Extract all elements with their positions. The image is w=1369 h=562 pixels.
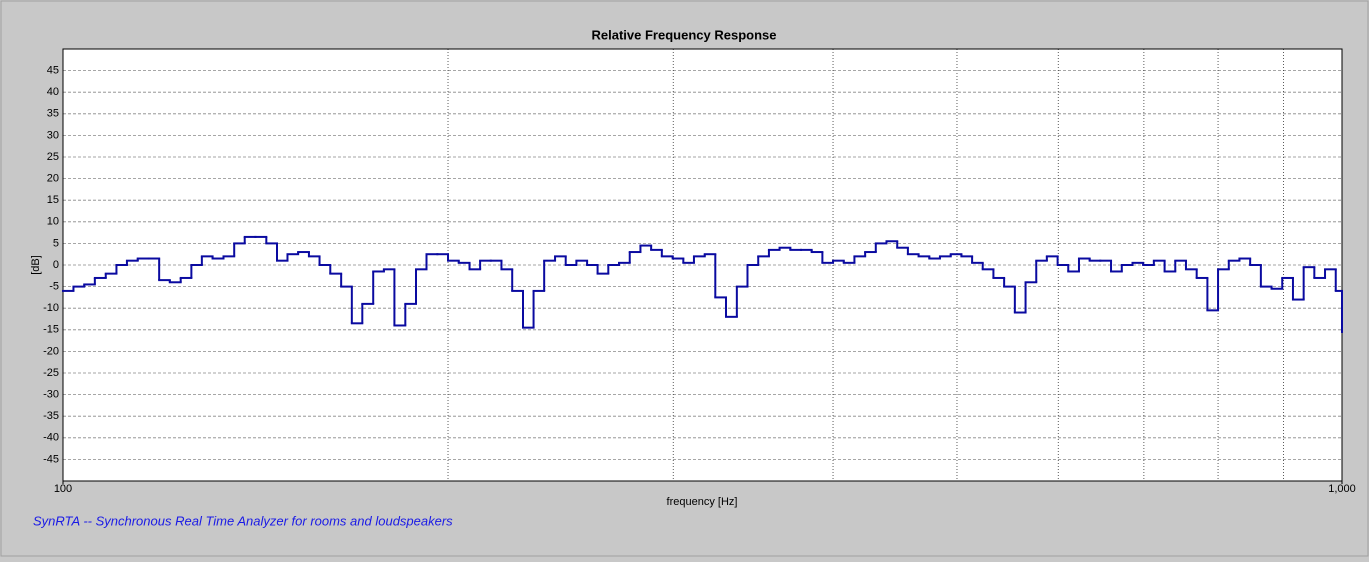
y-axis-label: [dB] — [30, 255, 42, 275]
plot-border — [62, 48, 1343, 482]
x-tick-label: 100 — [54, 483, 72, 495]
y-tick-label: 30 — [47, 129, 59, 141]
y-tick-label: 45 — [47, 65, 59, 77]
y-tick-label: 5 — [53, 237, 59, 249]
y-tick-label: 40 — [47, 86, 59, 98]
y-tick-label: -5 — [49, 281, 59, 293]
y-tick-label: -15 — [43, 324, 59, 336]
y-tick-label: -40 — [43, 432, 59, 444]
y-tick-label: 25 — [47, 151, 59, 163]
y-tick-label: -25 — [43, 367, 59, 379]
y-tick-label: 20 — [47, 173, 59, 185]
y-tick-label: -35 — [43, 410, 59, 422]
y-tick-label: 35 — [47, 108, 59, 120]
chart-title: Relative Frequency Response — [592, 27, 777, 42]
x-tick-label: 1,000 — [1328, 483, 1356, 495]
y-tick-label: 0 — [53, 259, 59, 271]
y-tick-label: -20 — [43, 345, 59, 357]
x-axis-label: frequency [Hz] — [667, 496, 738, 508]
y-tick-label: -30 — [43, 389, 59, 401]
y-tick-label: 15 — [47, 194, 59, 206]
y-tick-label: -10 — [43, 302, 59, 314]
footer: SynRTA -- Synchronous Real Time Analyzer… — [33, 513, 453, 528]
y-tick-label: 10 — [47, 216, 59, 228]
y-tick-label: -45 — [43, 453, 59, 465]
